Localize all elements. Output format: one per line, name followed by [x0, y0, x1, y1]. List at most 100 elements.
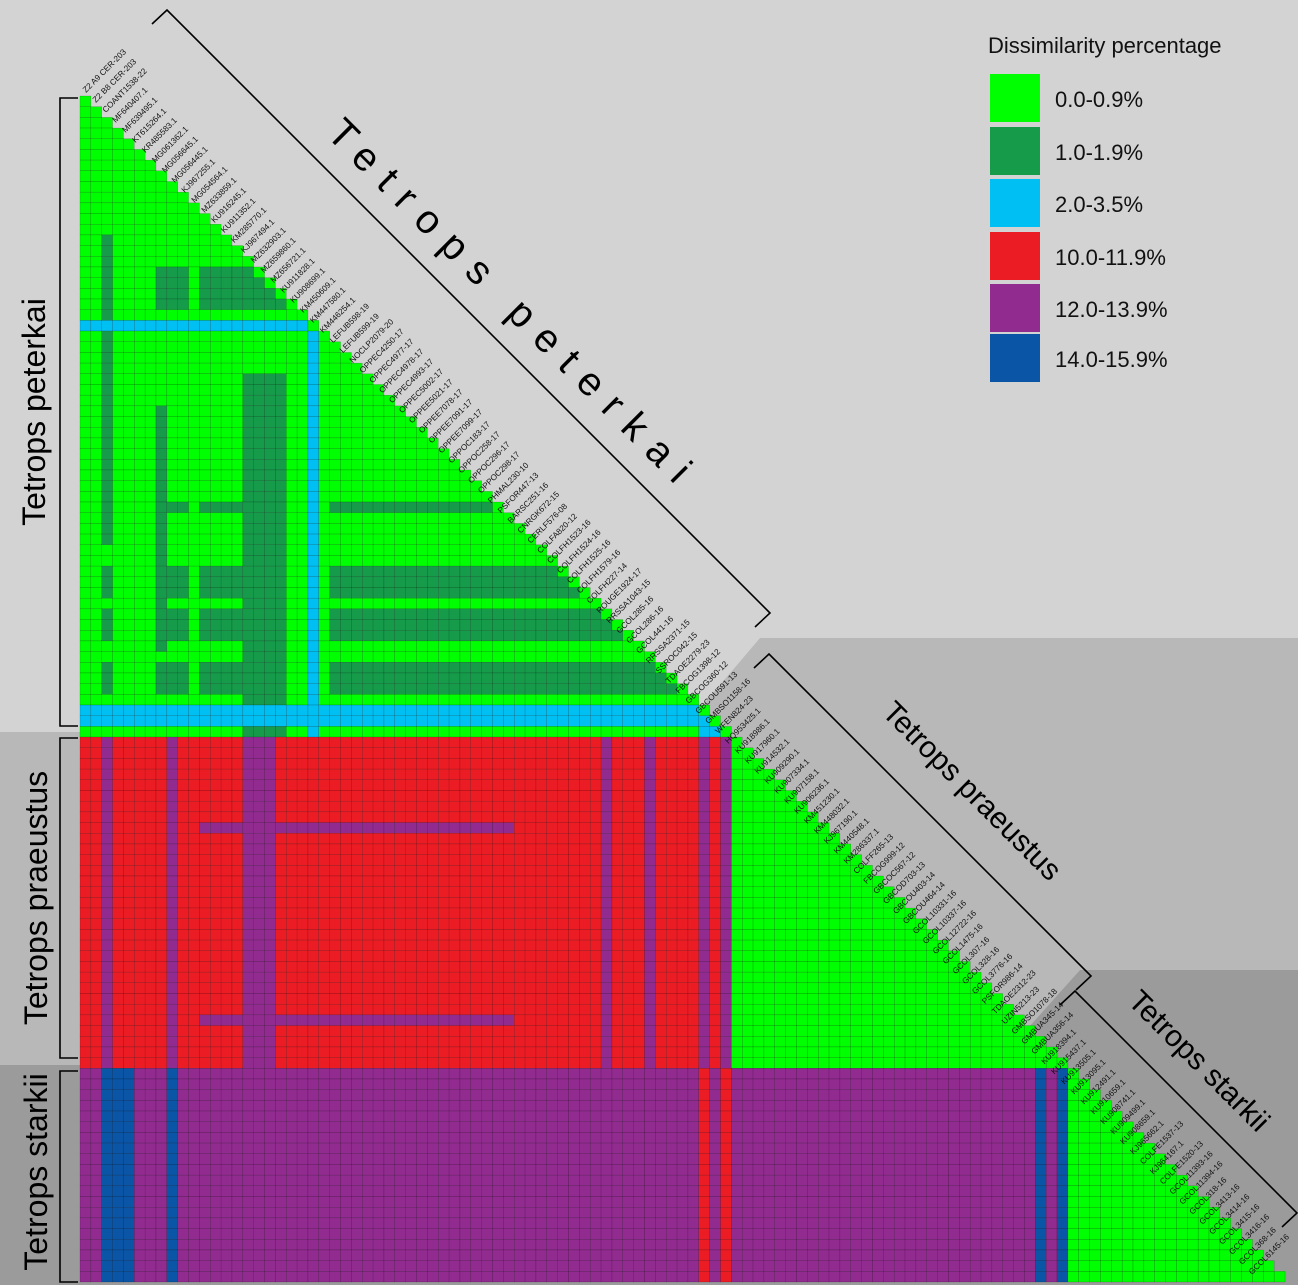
heatmap-cell: [394, 576, 406, 588]
heatmap-cell: [459, 854, 472, 866]
heatmap-cell: [340, 1153, 352, 1165]
heatmap-cell: [90, 1132, 102, 1144]
heatmap-cell: [937, 1004, 949, 1016]
heatmap-cell: [666, 950, 678, 962]
heatmap-cell: [210, 352, 222, 364]
heatmap-cell: [351, 886, 363, 898]
heatmap-cell: [296, 897, 309, 909]
heatmap-cell: [264, 875, 276, 887]
heatmap-cell: [90, 501, 102, 513]
heatmap-cell: [123, 982, 135, 994]
heatmap-cell: [470, 1132, 482, 1144]
heatmap-cell: [372, 427, 385, 439]
heatmap-cell: [134, 234, 146, 246]
heatmap-cell: [557, 790, 569, 802]
heatmap-cell: [742, 961, 754, 973]
heatmap-cell: [774, 950, 786, 962]
heatmap-cell: [492, 726, 504, 738]
heatmap-cell: [1100, 1100, 1112, 1112]
heatmap-cell: [134, 843, 146, 855]
heatmap-cell: [633, 683, 645, 695]
heatmap-cell: [687, 1089, 699, 1101]
heatmap-cell: [112, 416, 124, 428]
heatmap-cell: [340, 1121, 352, 1133]
heatmap-cell: [275, 886, 287, 898]
heatmap-cell: [264, 854, 276, 866]
heatmap-cell: [579, 1100, 591, 1112]
heatmap-cell: [275, 929, 287, 941]
heatmap-cell: [123, 501, 135, 513]
heatmap-cell: [828, 1142, 841, 1154]
heatmap-cell: [155, 961, 168, 973]
heatmap-cell: [188, 309, 200, 321]
heatmap-cell: [90, 213, 102, 225]
heatmap-cell: [155, 747, 168, 759]
heatmap-cell: [166, 790, 178, 802]
heatmap-cell: [492, 533, 504, 545]
heatmap-cell: [155, 181, 168, 193]
heatmap-cell: [210, 747, 222, 759]
heatmap-cell: [286, 523, 298, 535]
heatmap-cell: [383, 1100, 396, 1112]
heatmap-cell: [264, 320, 276, 332]
heatmap-cell: [600, 662, 613, 674]
heatmap-cell: [155, 224, 168, 236]
heatmap-cell: [286, 1057, 298, 1069]
heatmap-cell: [611, 939, 624, 951]
heatmap-cell: [329, 1110, 341, 1122]
heatmap-cell: [166, 565, 178, 578]
heatmap-cell: [199, 982, 211, 994]
heatmap-cell: [318, 683, 330, 695]
heatmap-cell: [785, 961, 797, 973]
heatmap-cell: [698, 993, 710, 1005]
heatmap-cell: [514, 662, 526, 674]
heatmap-cell: [546, 1132, 558, 1144]
heatmap-cell: [101, 1068, 113, 1080]
heatmap-cell: [579, 918, 591, 930]
heatmap-cell: [546, 1110, 558, 1122]
heatmap-cell: [763, 1078, 775, 1090]
heatmap-cell: [893, 1036, 906, 1048]
heatmap-cell: [329, 886, 341, 898]
heatmap-cell: [546, 800, 558, 813]
heatmap-cell: [969, 1014, 982, 1026]
heatmap-cell: [742, 982, 754, 994]
heatmap-cell: [210, 1089, 222, 1101]
heatmap-cell: [742, 822, 754, 834]
heatmap-cell: [351, 715, 363, 727]
heatmap-cell: [405, 448, 417, 460]
heatmap-cell: [296, 1036, 309, 1048]
heatmap-cell: [79, 640, 92, 652]
heatmap-cell: [557, 811, 569, 823]
heatmap-cell: [264, 1057, 276, 1069]
heatmap-cell: [438, 993, 450, 1005]
heatmap-cell: [351, 1025, 363, 1037]
heatmap-cell: [264, 576, 276, 588]
heatmap-cell: [883, 950, 895, 962]
heatmap-cell: [807, 918, 819, 930]
heatmap-cell: [210, 800, 222, 813]
heatmap-cell: [231, 961, 244, 973]
heatmap-cell: [731, 1014, 743, 1026]
heatmap-cell: [79, 533, 92, 545]
heatmap-cell: [655, 939, 667, 951]
heatmap-cell: [329, 394, 341, 407]
heatmap-cell: [492, 630, 504, 642]
heatmap-cell: [112, 843, 124, 855]
heatmap-cell: [416, 640, 428, 652]
heatmap-cell: [557, 865, 569, 877]
heatmap-cell: [666, 918, 678, 930]
heatmap-cell: [633, 1110, 645, 1122]
heatmap-cell: [134, 245, 146, 257]
heatmap-cell: [362, 854, 374, 866]
heatmap-cell: [492, 544, 504, 556]
heatmap-cell: [524, 961, 537, 973]
heatmap-cell: [742, 1100, 754, 1112]
heatmap-cell: [524, 811, 537, 823]
heatmap-cell: [220, 1089, 233, 1101]
heatmap-cell: [405, 843, 417, 855]
heatmap-cell: [698, 790, 710, 802]
heatmap-cell: [210, 929, 222, 941]
heatmap-cell: [481, 726, 493, 738]
heatmap-cell: [177, 341, 189, 353]
